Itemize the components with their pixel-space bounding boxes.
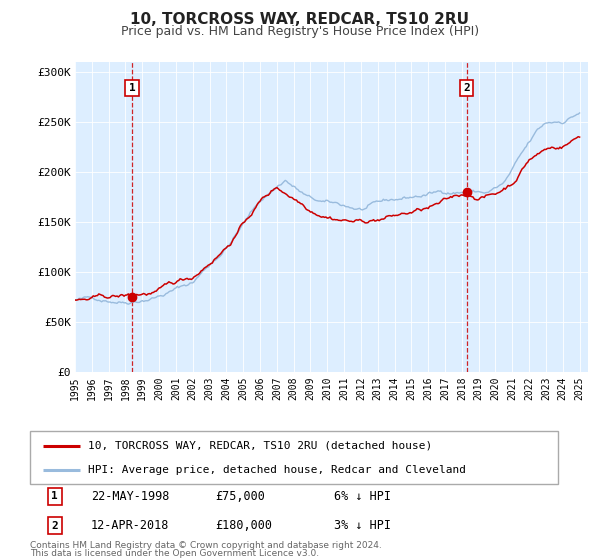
- Text: 22-MAY-1998: 22-MAY-1998: [91, 489, 169, 503]
- Text: 1: 1: [128, 83, 136, 93]
- Text: Price paid vs. HM Land Registry's House Price Index (HPI): Price paid vs. HM Land Registry's House …: [121, 25, 479, 39]
- Text: £75,000: £75,000: [215, 489, 265, 503]
- Text: 6% ↓ HPI: 6% ↓ HPI: [334, 489, 391, 503]
- Text: £180,000: £180,000: [215, 519, 272, 533]
- Text: This data is licensed under the Open Government Licence v3.0.: This data is licensed under the Open Gov…: [30, 549, 319, 558]
- Text: 12-APR-2018: 12-APR-2018: [91, 519, 169, 533]
- Text: 3% ↓ HPI: 3% ↓ HPI: [334, 519, 391, 533]
- FancyBboxPatch shape: [30, 431, 558, 484]
- Text: 2: 2: [52, 521, 58, 531]
- Text: HPI: Average price, detached house, Redcar and Cleveland: HPI: Average price, detached house, Redc…: [88, 465, 466, 475]
- Text: 2: 2: [463, 83, 470, 93]
- Text: Contains HM Land Registry data © Crown copyright and database right 2024.: Contains HM Land Registry data © Crown c…: [30, 541, 382, 550]
- Text: 10, TORCROSS WAY, REDCAR, TS10 2RU: 10, TORCROSS WAY, REDCAR, TS10 2RU: [131, 12, 470, 26]
- Text: 10, TORCROSS WAY, REDCAR, TS10 2RU (detached house): 10, TORCROSS WAY, REDCAR, TS10 2RU (deta…: [88, 441, 433, 451]
- Text: 1: 1: [52, 491, 58, 501]
